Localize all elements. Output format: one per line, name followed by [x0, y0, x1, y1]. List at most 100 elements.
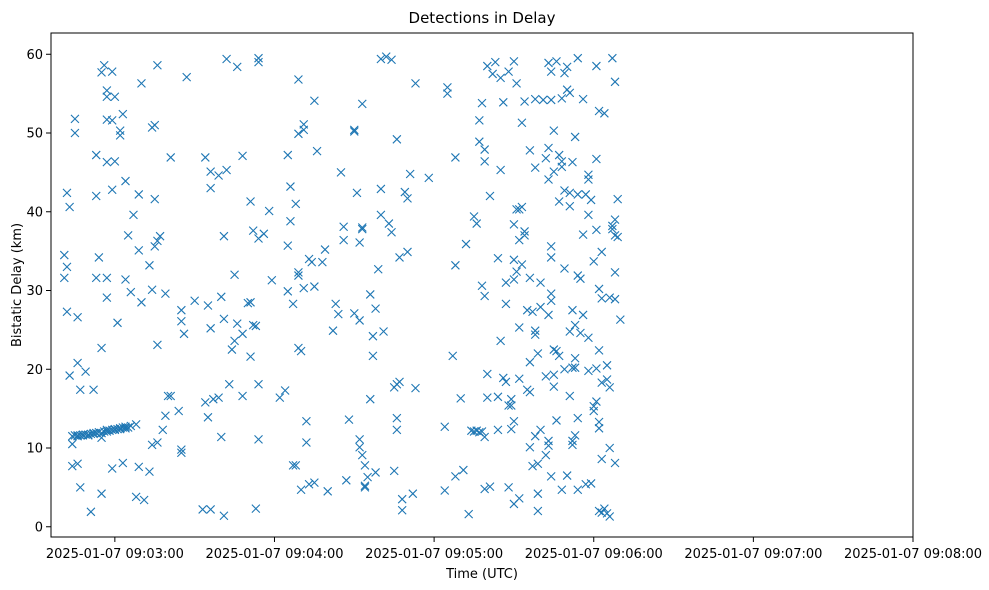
data-point: [107, 116, 117, 125]
data-point: [482, 61, 492, 71]
data-point: [584, 175, 593, 184]
data-point: [102, 86, 112, 95]
data-point: [254, 53, 263, 63]
data-point: [134, 462, 144, 472]
data-point: [161, 289, 170, 299]
data-point: [179, 329, 189, 339]
data-point: [570, 320, 580, 330]
data-point: [349, 127, 359, 136]
data-point: [461, 239, 471, 249]
data-point: [312, 146, 322, 156]
data-point: [440, 422, 450, 432]
data-point: [59, 250, 69, 260]
data-point: [498, 373, 508, 383]
data-point: [517, 202, 527, 212]
data-point: [509, 416, 519, 426]
x-tick-label: 2025-01-07 09:06:00: [525, 547, 663, 562]
data-point: [307, 257, 317, 267]
data-point: [560, 68, 569, 78]
data-point: [200, 153, 210, 162]
data-point: [246, 352, 255, 362]
data-point: [493, 253, 503, 263]
data-point: [232, 62, 242, 72]
data-point: [219, 314, 229, 324]
data-point: [355, 238, 365, 247]
data-point: [166, 391, 176, 401]
data-point: [586, 479, 596, 488]
data-point: [102, 157, 112, 167]
data-point: [443, 82, 452, 92]
data-point: [549, 370, 559, 380]
data-point: [546, 242, 556, 251]
data-point: [317, 257, 327, 267]
data-point: [451, 260, 460, 270]
data-point: [403, 193, 412, 203]
data-point: [123, 423, 133, 432]
data-point: [254, 57, 263, 67]
data-point: [610, 268, 620, 277]
data-point: [469, 212, 479, 221]
data-point: [509, 255, 519, 265]
data-point: [482, 393, 492, 403]
data-point: [123, 230, 133, 240]
data-point: [605, 293, 615, 302]
data-point: [150, 194, 160, 204]
data-point: [560, 264, 569, 273]
data-point: [448, 351, 458, 361]
data-point: [166, 153, 176, 162]
data-point: [592, 225, 601, 235]
data-point: [219, 231, 229, 241]
data-point: [200, 397, 210, 407]
data-point: [496, 336, 506, 346]
data-point: [110, 156, 120, 166]
data-point: [376, 210, 386, 220]
data-point: [395, 253, 404, 262]
data-point: [214, 171, 223, 180]
data-point: [403, 247, 412, 257]
data-point: [310, 478, 319, 488]
data-point: [264, 206, 274, 216]
data-point: [341, 475, 351, 485]
data-point: [517, 118, 527, 128]
data-point: [451, 153, 460, 162]
data-point: [610, 458, 620, 468]
data-point: [536, 425, 545, 435]
data-point: [397, 505, 407, 515]
data-point: [613, 194, 623, 204]
data-point: [578, 94, 588, 104]
y-tick-label: 60: [26, 48, 43, 63]
data-point: [174, 406, 184, 416]
data-point: [496, 73, 506, 83]
data-point: [310, 96, 319, 106]
data-point: [102, 273, 112, 283]
data-point: [546, 95, 556, 105]
data-point: [557, 162, 567, 172]
data-point: [504, 482, 513, 492]
data-point: [533, 506, 543, 516]
data-point: [544, 175, 553, 184]
data-point: [62, 188, 72, 198]
data-point: [206, 323, 216, 333]
data-point: [238, 329, 247, 339]
data-point: [113, 424, 122, 434]
data-point: [509, 219, 519, 229]
data-point: [91, 273, 101, 283]
data-point: [176, 316, 186, 326]
data-point: [451, 471, 460, 481]
data-point: [544, 58, 553, 68]
data-point: [602, 375, 612, 384]
data-point: [121, 275, 130, 284]
data-point: [493, 425, 503, 435]
data-point: [613, 232, 623, 242]
data-point: [605, 512, 615, 521]
data-point: [568, 157, 577, 167]
data-point: [615, 315, 625, 325]
data-point: [113, 318, 122, 328]
data-point: [392, 425, 402, 435]
data-point: [570, 363, 580, 373]
data-point: [517, 260, 527, 269]
data-point: [514, 374, 524, 384]
data-point: [599, 504, 609, 514]
data-point: [594, 423, 604, 433]
data-point: [280, 386, 290, 395]
